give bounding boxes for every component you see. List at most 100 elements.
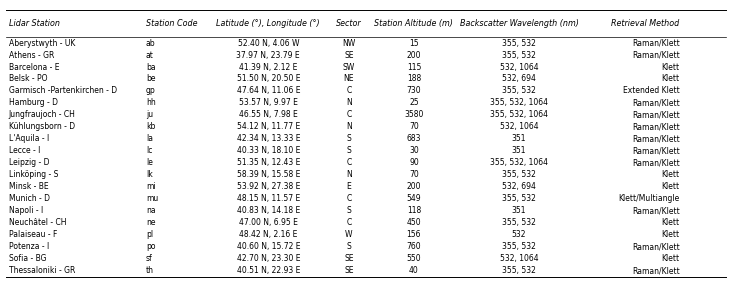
Text: Raman/Klett: Raman/Klett [632, 110, 680, 119]
Text: Raman/Klett: Raman/Klett [632, 98, 680, 107]
Text: 118: 118 [407, 206, 421, 215]
Text: Raman/Klett: Raman/Klett [632, 51, 680, 60]
Text: Raman/Klett: Raman/Klett [632, 266, 680, 275]
Text: 58.39 N, 15.58 E: 58.39 N, 15.58 E [237, 170, 300, 179]
Text: 355, 532: 355, 532 [502, 86, 536, 95]
Text: SE: SE [344, 266, 354, 275]
Text: 550: 550 [407, 254, 421, 263]
Text: NW: NW [342, 39, 356, 48]
Text: 200: 200 [407, 182, 421, 191]
Text: Leipzig - D: Leipzig - D [9, 158, 49, 167]
Text: ju: ju [146, 110, 153, 119]
Text: po: po [146, 242, 155, 251]
Text: 52.40 N, 4.06 W: 52.40 N, 4.06 W [237, 39, 299, 48]
Text: Sector: Sector [336, 19, 362, 28]
Text: 42.34 N, 13.33 E: 42.34 N, 13.33 E [237, 134, 300, 143]
Text: Palaiseau - F: Palaiseau - F [9, 230, 57, 239]
Text: kb: kb [146, 122, 155, 131]
Text: S: S [347, 146, 351, 155]
Text: Raman/Klett: Raman/Klett [632, 134, 680, 143]
Text: 40.51 N, 22.93 E: 40.51 N, 22.93 E [237, 266, 300, 275]
Text: la: la [146, 134, 153, 143]
Text: Aberystwyth - UK: Aberystwyth - UK [9, 39, 75, 48]
Text: Retrieval Method: Retrieval Method [612, 19, 680, 28]
Text: be: be [146, 74, 155, 84]
Text: 355, 532: 355, 532 [502, 51, 536, 60]
Text: Munich - D: Munich - D [9, 194, 50, 203]
Text: 355, 532, 1064: 355, 532, 1064 [490, 110, 548, 119]
Text: C: C [346, 218, 352, 227]
Text: S: S [347, 134, 351, 143]
Text: 40.33 N, 18.10 E: 40.33 N, 18.10 E [237, 146, 300, 155]
Text: 156: 156 [407, 230, 421, 239]
Text: sf: sf [146, 254, 153, 263]
Text: na: na [146, 206, 155, 215]
Text: Klett: Klett [661, 74, 680, 84]
Text: 48.15 N, 11.57 E: 48.15 N, 11.57 E [237, 194, 300, 203]
Text: C: C [346, 194, 352, 203]
Text: 70: 70 [409, 122, 419, 131]
Text: Belsk - PO: Belsk - PO [9, 74, 47, 84]
Text: at: at [146, 51, 154, 60]
Text: 70: 70 [409, 170, 419, 179]
Text: 532, 694: 532, 694 [502, 182, 536, 191]
Text: Barcelona - E: Barcelona - E [9, 62, 59, 72]
Text: Extended Klett: Extended Klett [623, 86, 680, 95]
Text: 54.12 N, 11.77 E: 54.12 N, 11.77 E [237, 122, 300, 131]
Text: 730: 730 [407, 86, 421, 95]
Text: 53.92 N, 27.38 E: 53.92 N, 27.38 E [237, 182, 300, 191]
Text: 549: 549 [407, 194, 421, 203]
Text: Station Code: Station Code [146, 19, 198, 28]
Text: 355, 532, 1064: 355, 532, 1064 [490, 158, 548, 167]
Text: Raman/Klett: Raman/Klett [632, 39, 680, 48]
Text: 188: 188 [407, 74, 421, 84]
Text: N: N [346, 122, 352, 131]
Text: Minsk - BE: Minsk - BE [9, 182, 48, 191]
Text: Raman/Klett: Raman/Klett [632, 146, 680, 155]
Text: 47.64 N, 11.06 E: 47.64 N, 11.06 E [237, 86, 300, 95]
Text: Raman/Klett: Raman/Klett [632, 158, 680, 167]
Text: ba: ba [146, 62, 155, 72]
Text: SE: SE [344, 254, 354, 263]
Text: 532: 532 [512, 230, 526, 239]
Text: Klett: Klett [661, 170, 680, 179]
Text: 532, 694: 532, 694 [502, 74, 536, 84]
Text: 115: 115 [407, 62, 421, 72]
Text: hh: hh [146, 98, 155, 107]
Text: 40.60 N, 15.72 E: 40.60 N, 15.72 E [237, 242, 300, 251]
Text: Neuchâtel - CH: Neuchâtel - CH [9, 218, 66, 227]
Text: 355, 532: 355, 532 [502, 242, 536, 251]
Text: 351: 351 [512, 206, 526, 215]
Text: lc: lc [146, 146, 153, 155]
Text: Sofia - BG: Sofia - BG [9, 254, 46, 263]
Text: mi: mi [146, 182, 155, 191]
Text: 47.00 N, 6.95 E: 47.00 N, 6.95 E [239, 218, 298, 227]
Text: 48.42 N, 2.16 E: 48.42 N, 2.16 E [239, 230, 297, 239]
Text: 200: 200 [407, 51, 421, 60]
Text: Raman/Klett: Raman/Klett [632, 206, 680, 215]
Text: N: N [346, 98, 352, 107]
Text: 15: 15 [409, 39, 419, 48]
Text: 42.70 N, 23.30 E: 42.70 N, 23.30 E [237, 254, 300, 263]
Text: 532, 1064: 532, 1064 [500, 62, 538, 72]
Text: 351: 351 [512, 146, 526, 155]
Text: Lidar Station: Lidar Station [9, 19, 60, 28]
Text: 355, 532: 355, 532 [502, 39, 536, 48]
Text: 351: 351 [512, 134, 526, 143]
Text: Station Altitude (m): Station Altitude (m) [374, 19, 453, 28]
Text: Raman/Klett: Raman/Klett [632, 122, 680, 131]
Text: 760: 760 [407, 242, 421, 251]
Text: NE: NE [344, 74, 354, 84]
Text: Jungfraujoch - CH: Jungfraujoch - CH [9, 110, 76, 119]
Text: 30: 30 [409, 146, 419, 155]
Text: Linköping - S: Linköping - S [9, 170, 58, 179]
Text: SE: SE [344, 51, 354, 60]
Text: 532, 1064: 532, 1064 [500, 122, 538, 131]
Text: pl: pl [146, 230, 153, 239]
Text: 355, 532, 1064: 355, 532, 1064 [490, 98, 548, 107]
Text: 53.57 N, 9.97 E: 53.57 N, 9.97 E [239, 98, 298, 107]
Text: 3580: 3580 [404, 110, 423, 119]
Text: Raman/Klett: Raman/Klett [632, 242, 680, 251]
Text: 355, 532: 355, 532 [502, 194, 536, 203]
Text: Kühlungsborn - D: Kühlungsborn - D [9, 122, 75, 131]
